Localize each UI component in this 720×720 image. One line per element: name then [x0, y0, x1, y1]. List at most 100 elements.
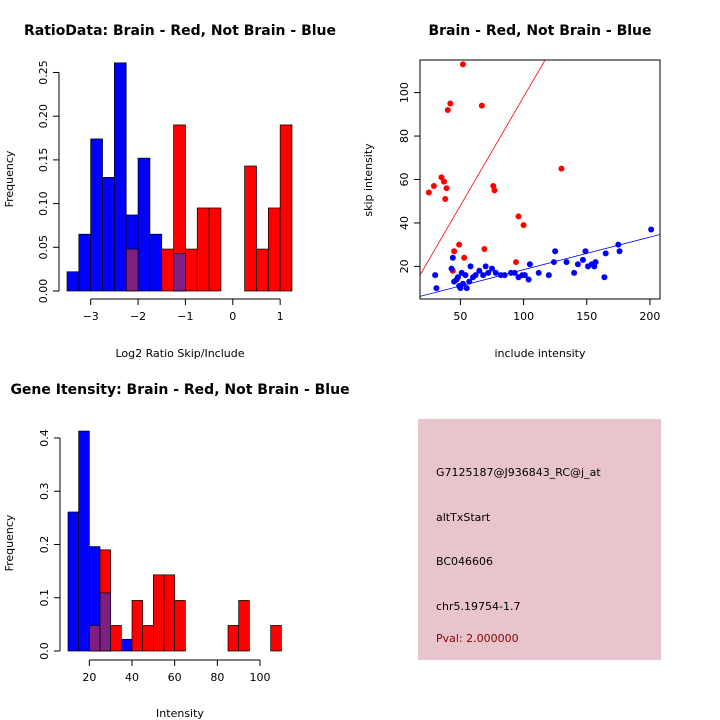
- ratio-histogram-xlabel: Log2 Ratio Skip/Include: [115, 347, 244, 360]
- scatter-point-blue: [535, 269, 542, 276]
- scatter-point-blue: [457, 285, 464, 292]
- scatter-point-blue: [462, 272, 469, 279]
- gene-intensity-red-bar: [238, 600, 250, 652]
- scatter-point-red: [442, 196, 449, 203]
- scatter-point-blue: [592, 259, 599, 266]
- ratio-histogram-red-bar: [256, 248, 269, 292]
- gene-intensity-histogram: Gene Itensity: Brain - Red, Not Brain - …: [3, 382, 350, 720]
- scatter-point-red: [481, 246, 488, 253]
- gene-intensity-red-bar: [110, 625, 122, 652]
- accession: BC046606: [436, 555, 493, 568]
- scatter-point-red: [451, 248, 458, 255]
- scatter-point-red: [459, 61, 466, 68]
- intensity-scatter-x-tick-label: 100: [513, 310, 534, 323]
- scatter-point-blue: [550, 259, 557, 266]
- gene-intensity-blue-bar: [67, 511, 80, 652]
- ratio-histogram-red-bar: [279, 124, 293, 292]
- scatter-point-blue: [476, 267, 483, 274]
- ratio-histogram-red-bar: [161, 248, 174, 292]
- intensity-scatter-x-tick-label: 200: [639, 310, 660, 323]
- ratio-histogram-x-tick-label: 1: [277, 310, 284, 323]
- ratio-histogram-y-tick-label: 0.05: [37, 235, 50, 260]
- gene-intensity-axes: 20 40 60 80 100 0.0 0.1 0.2 0.3 0.4: [38, 429, 271, 684]
- genomic-location: chr5.19754-1.7: [436, 600, 521, 613]
- gene-intensity-y-tick-label: 0.3: [38, 482, 51, 500]
- scatter-point-blue: [480, 272, 487, 279]
- intensity-scatter-y-tick-label: 100: [398, 82, 411, 103]
- intensity-scatter: Brain - Red, Not Brain - Blue include in…: [362, 23, 661, 360]
- probe-id: G7125187@J936843_RC@j_at: [436, 466, 601, 479]
- scatter-point-blue: [648, 226, 655, 233]
- gene-intensity-x-tick-label: 40: [125, 671, 139, 684]
- gene-intensity-y-tick-label: 0.0: [38, 642, 51, 660]
- regression-line-blue: [420, 234, 660, 297]
- intensity-scatter-axes: 50 100 150 200 20 40 60 80 100: [398, 59, 661, 323]
- ratio-histogram-axes: −3 −2 −1 0 1 0.00 0.05 0.10 0.15 0.20 0.25: [37, 60, 284, 323]
- gene-intensity-red-bar: [142, 625, 154, 652]
- gene-intensity-title: Gene Itensity: Brain - Red, Not Brain - …: [10, 382, 349, 398]
- ratio-histogram-y-tick-label: 0.00: [37, 279, 50, 304]
- ratio-histogram-y-tick-label: 0.10: [37, 191, 50, 216]
- ratio-histogram-y-tick-label: 0.25: [37, 60, 50, 85]
- ratio-histogram-blue-bar: [90, 138, 103, 292]
- ratio-histogram-bars: [66, 62, 293, 292]
- ratio-histogram-x-tick-label: −2: [130, 310, 146, 323]
- scatter-point-blue: [501, 272, 508, 279]
- scatter-point-blue: [511, 269, 518, 276]
- scatter-point-red: [558, 165, 565, 172]
- gene-intensity-overlap-bar: [99, 592, 112, 652]
- ratio-histogram-blue-bar: [137, 157, 151, 292]
- scatter-point-blue: [601, 274, 608, 281]
- ratio-histogram-blue-bar: [78, 233, 92, 292]
- scatter-point-blue: [485, 269, 492, 276]
- intensity-scatter-x-tick-label: 50: [453, 310, 467, 323]
- scatter-point-blue: [582, 248, 589, 255]
- scatter-point-red: [456, 241, 463, 248]
- ratio-histogram-y-tick-label: 0.15: [37, 148, 50, 173]
- scatter-point-blue: [449, 254, 456, 261]
- scatter-point-blue: [492, 269, 499, 276]
- gene-intensity-red-bar: [163, 574, 176, 652]
- gene-intensity-red-bar: [174, 600, 186, 652]
- scatter-point-red: [513, 259, 519, 266]
- gene-intensity-x-tick-label: 80: [210, 671, 224, 684]
- scatter-plot-frame: [419, 59, 661, 300]
- scatter-point-blue: [571, 269, 578, 276]
- scatter-point-red: [461, 254, 468, 261]
- scatter-point-red: [430, 183, 437, 190]
- regression-line-red: [420, 60, 546, 276]
- pval-text: Pval: 2.000000: [436, 632, 519, 645]
- gene-intensity-xlabel: Intensity: [156, 707, 204, 720]
- intensity-scatter-y-tick-label: 40: [398, 216, 411, 230]
- scatter-point-red: [443, 185, 450, 192]
- ratio-histogram-red-bar: [208, 207, 222, 292]
- gene-intensity-ylabel: Frequency: [3, 514, 16, 571]
- scatter-plot-area: [420, 60, 660, 297]
- ratio-histogram-blue-bar: [102, 177, 115, 292]
- scatter-point-blue: [545, 272, 552, 279]
- ratio-histogram-blue-bar: [149, 233, 163, 292]
- ratio-histogram-blue-bar: [66, 271, 80, 292]
- gene-intensity-blue-bar: [120, 638, 133, 652]
- ratio-histogram-x-tick-label: 0: [229, 310, 236, 323]
- scatter-point-blue: [433, 285, 440, 292]
- ratio-histogram-red-bar: [196, 207, 210, 292]
- gene-intensity-y-tick-label: 0.2: [38, 536, 51, 554]
- gene-intensity-y-tick-label: 0.4: [38, 429, 51, 447]
- scatter-point-blue: [432, 272, 439, 279]
- scatter-point-blue: [482, 263, 489, 270]
- scatter-point-blue: [616, 248, 623, 255]
- ratio-histogram: RatioData: Brain - Red, Not Brain - Blue…: [3, 23, 336, 360]
- scatter-point-red: [447, 100, 454, 107]
- ratio-histogram-red-bar: [267, 207, 281, 292]
- scatter-point-blue: [454, 274, 461, 281]
- intensity-scatter-y-tick-label: 80: [398, 129, 411, 143]
- scatter-point-blue: [579, 256, 586, 263]
- ratio-histogram-title: RatioData: Brain - Red, Not Brain - Blue: [24, 23, 336, 39]
- scatter-point-blue: [472, 272, 479, 279]
- ratio-histogram-blue-bar: [114, 62, 127, 292]
- gene-intensity-y-tick-label: 0.1: [38, 589, 51, 607]
- intensity-scatter-title: Brain - Red, Not Brain - Blue: [428, 23, 651, 39]
- intensity-scatter-ylabel: skip intensity: [362, 143, 375, 217]
